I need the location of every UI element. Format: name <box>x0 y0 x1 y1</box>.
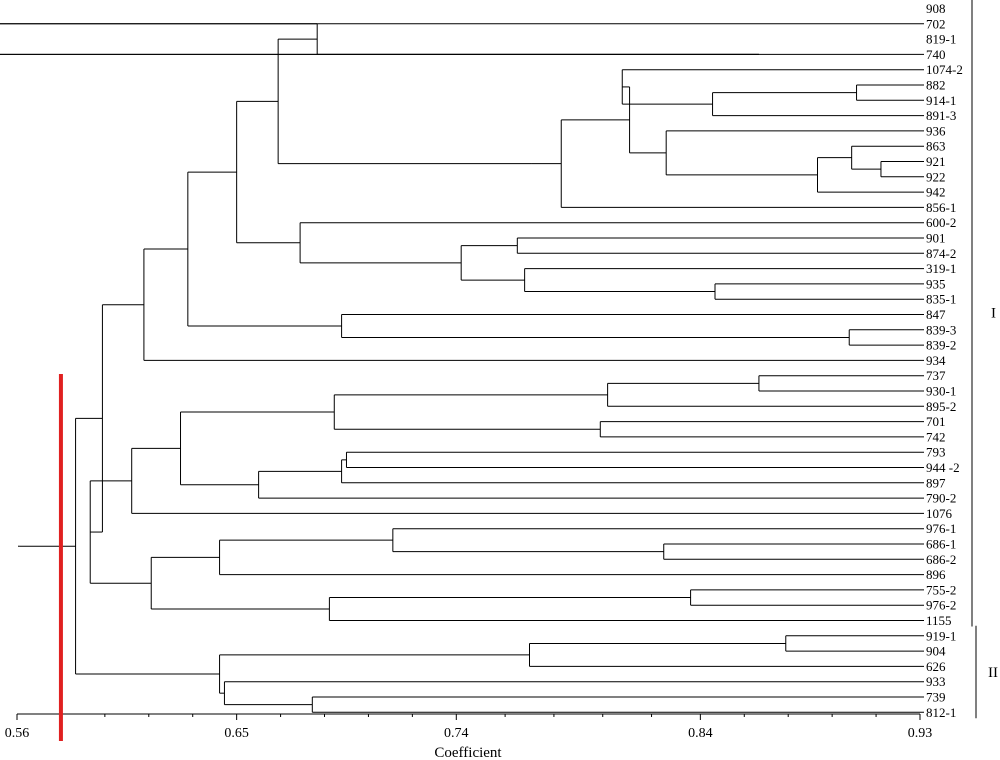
leaf-label: 856-1 <box>926 200 956 215</box>
leaf-label: 839-2 <box>926 338 956 353</box>
leaf-label: 882 <box>926 78 946 93</box>
x-tick-label: 0.74 <box>444 726 469 741</box>
leaf-label: 930-1 <box>926 384 956 399</box>
leaf-label: 919-1 <box>926 628 956 643</box>
leaf-label: 901 <box>926 231 946 246</box>
leaf-label: 934 <box>926 353 946 368</box>
leaf-label: 1155 <box>926 613 952 628</box>
leaf-label: 874-2 <box>926 246 956 261</box>
leaf-label: 686-2 <box>926 552 956 567</box>
leaf-label: 812-1 <box>926 705 956 720</box>
leaf-label: 976-2 <box>926 598 956 613</box>
group-label: I <box>991 306 996 322</box>
leaf-label: 600-2 <box>926 215 956 230</box>
leaf-label: 942 <box>926 185 946 200</box>
leaf-label: 626 <box>926 659 946 674</box>
x-tick-label: 0.56 <box>5 726 30 741</box>
leaf-label: 895-2 <box>926 399 956 414</box>
leaf-label: 944 -2 <box>926 460 960 475</box>
leaf-label: 742 <box>926 429 946 444</box>
x-tick-label: 0.93 <box>908 726 933 741</box>
leaf-label: 790-2 <box>926 491 956 506</box>
leaf-label: 897 <box>926 475 946 490</box>
leaf-label: 922 <box>926 169 946 184</box>
leaf-label: 847 <box>926 307 946 322</box>
leaf-label: 933 <box>926 674 946 689</box>
leaf-label: 908 <box>926 1 946 16</box>
leaf-label: 839-3 <box>926 322 956 337</box>
leaf-label: 740 <box>926 47 946 62</box>
leaf-labels: 908702819-17401074-2882914-1891-39368639… <box>926 1 963 720</box>
x-axis-title: Coefficient <box>434 745 502 760</box>
leaf-label: 896 <box>926 567 946 582</box>
leaf-label: 819-1 <box>926 32 956 47</box>
leaf-label: 737 <box>926 368 946 383</box>
leaf-label: 739 <box>926 690 946 705</box>
leaf-label: 686-1 <box>926 537 956 552</box>
dendrogram-links <box>0 23 924 713</box>
leaf-label: 702 <box>926 16 946 31</box>
leaf-label: 755-2 <box>926 582 956 597</box>
leaf-label: 935 <box>926 276 946 291</box>
leaf-label: 976-1 <box>926 521 956 536</box>
leaf-label: 914-1 <box>926 93 956 108</box>
x-axis: 0.56 0.65 0.74 0.84 0.93 Coefficient <box>5 713 933 760</box>
leaf-label: 863 <box>926 139 946 154</box>
leaf-label: 701 <box>926 414 946 429</box>
leaf-label: 319-1 <box>926 261 956 276</box>
leaf-label: 904 <box>926 644 946 659</box>
x-axis-ticks: 0.56 0.65 0.74 0.84 0.93 <box>5 714 933 741</box>
leaf-label: 793 <box>926 445 946 460</box>
leaf-label: 921 <box>926 154 946 169</box>
leaf-label: 1074-2 <box>926 62 963 77</box>
leaf-label: 891-3 <box>926 108 956 123</box>
leaf-label: 936 <box>926 123 946 138</box>
x-tick-label: 0.65 <box>224 726 249 741</box>
group-label: II <box>988 665 998 681</box>
cluster-group-markers: III <box>971 0 998 719</box>
leaf-label: 835-1 <box>926 292 956 307</box>
x-tick-label: 0.84 <box>688 726 713 741</box>
leaf-label: 1076 <box>926 506 953 521</box>
